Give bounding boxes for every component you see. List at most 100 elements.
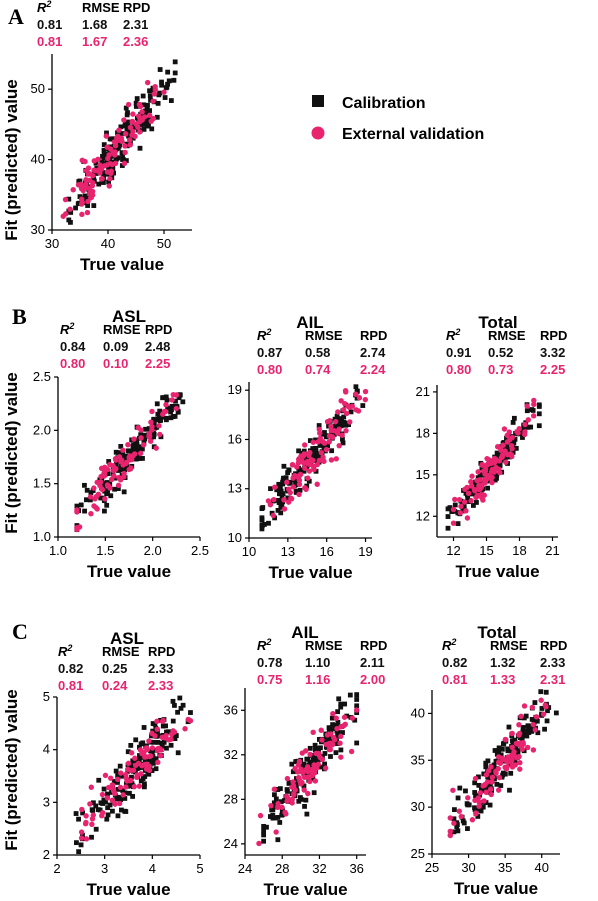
data-point-validation [60,213,66,219]
data-point-calibration [297,487,303,493]
data-point-validation [116,127,122,133]
data-point-calibration [66,217,72,223]
x-tick-label: 40 [534,860,548,875]
x-tick-label: 18 [512,543,526,558]
data-point-calibration [336,696,342,702]
data-point-calibration [472,805,477,811]
data-point-calibration [500,457,506,463]
data-point-calibration [476,774,481,780]
data-point-validation [99,486,106,493]
data-point-calibration [138,741,144,747]
data-point-validation [310,729,316,736]
data-point-calibration [329,724,335,730]
data-point-calibration [137,753,142,758]
data-point-validation [107,775,114,781]
data-point-validation [122,149,128,156]
chart-c-asl: ASL R2 RMSE RPD 0.82 0.25 2.33 0.81 0.24 2.33 2 3 4 5… [43,629,204,899]
data-point-calibration [504,445,510,450]
data-point-validation [452,496,458,503]
stat-validation-rmse: 0.74 [305,362,331,377]
data-point-calibration [322,751,328,756]
data-point-validation [505,754,511,760]
data-point-validation [462,486,468,493]
stat-validation-rmse: 1.67 [82,34,107,49]
data-point-calibration [455,795,461,801]
data-point-validation [306,468,313,474]
x-tick-label: 12 [446,543,460,558]
data-point-calibration [511,415,517,421]
data-point-validation [330,734,337,741]
data-point-validation [141,749,147,755]
data-point-validation [489,474,495,481]
data-point-calibration [165,69,171,75]
data-point-validation [149,730,155,737]
data-point-validation [288,495,294,501]
data-point-calibration [151,421,157,427]
stat-validation-rpd: 2.24 [360,362,386,377]
data-point-calibration [478,787,484,793]
data-point-validation [504,764,510,770]
data-point-validation [152,86,158,93]
data-point-calibration [84,487,90,493]
stat-header-rmse: RMSE [490,638,528,653]
x-tick-label: 32 [312,861,326,876]
data-point-validation [465,490,472,497]
data-point-calibration [520,725,526,730]
data-point-calibration [78,502,84,508]
data-point-validation [307,751,313,758]
data-point-calibration [125,448,131,454]
data-point-validation [101,469,108,475]
data-point-validation [297,778,303,784]
data-point-calibration [451,829,457,835]
data-point-validation [317,435,323,441]
data-point-calibration [142,774,148,779]
y-tick-label: 30 [31,222,45,237]
y-tick-label: 40 [31,152,45,167]
data-point-validation [478,491,485,498]
data-point-calibration [133,439,139,445]
data-point-calibration [340,730,345,735]
data-point-validation [117,477,124,483]
data-point-calibration [539,706,545,711]
data-point-validation [93,504,99,511]
data-point-validation [79,157,85,163]
data-point-calibration [331,431,337,437]
data-point-calibration [269,807,275,813]
data-point-calibration [287,479,293,485]
x-axis-label: True value [268,563,352,582]
data-point-validation [356,395,363,401]
data-point-validation [107,461,113,468]
data-point-validation [348,748,355,755]
data-point-calibration [158,417,164,422]
data-point-validation [308,456,314,463]
data-point-calibration [170,698,176,704]
data-point-validation [477,790,484,796]
data-point-calibration [507,761,512,767]
data-point-calibration [455,521,461,527]
stat-header-r2: R2 [58,643,72,659]
data-point-calibration [505,746,511,752]
data-point-calibration [147,93,153,99]
data-point-validation [487,786,494,792]
data-point-validation [270,512,277,519]
data-point-calibration [275,498,281,503]
data-point-validation [468,483,475,489]
data-point-validation [83,813,89,819]
data-point-calibration [98,800,104,806]
data-point-validation [524,403,530,409]
stat-calibration-rmse: 1.10 [305,655,330,670]
data-point-validation [129,132,135,138]
data-point-validation [332,418,339,425]
data-point-validation [78,835,85,841]
data-point-calibration [454,822,460,827]
data-point-calibration [264,824,269,830]
data-point-validation [307,449,313,456]
data-point-calibration [159,414,165,420]
data-point-validation [78,185,85,192]
data-point-validation [509,730,515,737]
data-point-calibration [304,811,310,817]
data-point-validation [488,791,494,798]
data-point-validation [83,836,90,842]
data-point-validation [538,697,544,703]
